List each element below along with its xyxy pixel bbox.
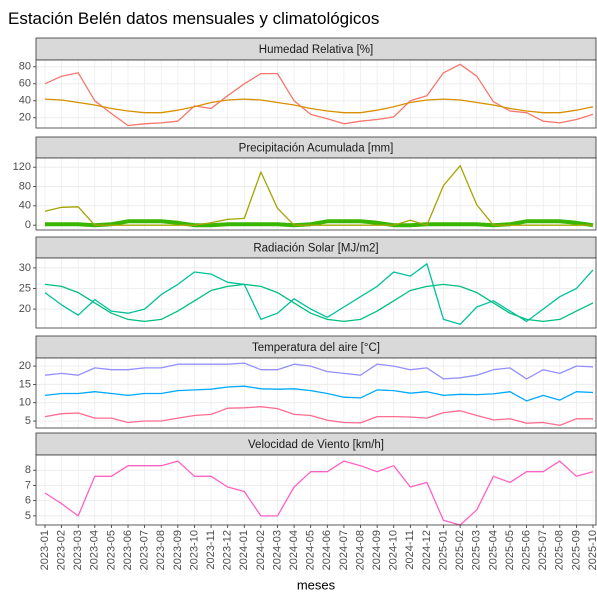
x-tick-label: 2024-10 (388, 530, 400, 570)
panel-background (36, 60, 596, 128)
panel-border (35, 357, 597, 429)
series-line (44, 362, 594, 380)
strip-label: Humedad Relativa [%] (259, 44, 373, 56)
y-tick-label: 5 (25, 510, 31, 522)
y-tick-label: 20 (19, 303, 31, 315)
x-tick-label: 2024-05 (305, 530, 317, 570)
x-tick-label: 2025-02 (454, 530, 466, 570)
panel-background (36, 455, 596, 525)
series-line (44, 98, 594, 114)
x-tick-label: 2023-10 (188, 530, 200, 570)
x-tick-label: 2023-07 (139, 530, 151, 570)
x-tick-label: 2025-04 (487, 530, 499, 570)
x-tick-label: 2025-01 (437, 530, 449, 570)
x-tick-label: 2025-03 (471, 530, 483, 570)
x-tick-label: 2024-12 (421, 530, 433, 570)
y-tick-label: 10 (19, 397, 31, 409)
panel-border (35, 157, 597, 231)
strip-label: Velocidad de Viento [km/h] (248, 439, 384, 451)
chart-title: Estación Belén datos mensuales y climato… (8, 9, 379, 28)
x-tick-label: 2024-11 (404, 530, 416, 570)
x-tick-label: 2025-05 (504, 530, 516, 570)
series-line (44, 460, 594, 526)
x-tick-label: 2023-11 (205, 530, 217, 570)
y-tick-label: 15 (19, 378, 31, 390)
y-tick-label: 0 (25, 219, 31, 231)
y-tick-label: 20 (19, 112, 31, 124)
panel-background (36, 158, 596, 230)
x-tick-label: 2023-09 (172, 530, 184, 570)
x-tick-label: 2023-08 (155, 530, 167, 570)
x-tick-label: 2023-06 (122, 530, 134, 570)
y-tick-label: 40 (19, 95, 31, 107)
y-tick-label: 25 (19, 282, 31, 294)
series-line (44, 283, 594, 323)
x-tick-label: 2023-01 (39, 530, 51, 570)
panel-border (35, 59, 597, 129)
x-tick-label: 2024-03 (271, 530, 283, 570)
x-tick-label: 2025-08 (554, 530, 566, 570)
x-axis-label: meses (297, 577, 336, 592)
panel-border (35, 257, 597, 329)
y-tick-label: 80 (19, 180, 31, 192)
y-tick-label: 5 (25, 415, 31, 427)
x-tick-label: 2023-05 (105, 530, 117, 570)
y-tick-label: 80 (19, 61, 31, 73)
series-line (44, 165, 593, 226)
x-tick-label: 2024-07 (338, 530, 350, 570)
x-tick-label: 2023-02 (56, 530, 68, 570)
x-tick-label: 2025-07 (537, 530, 549, 570)
y-tick-label: 40 (19, 200, 31, 212)
x-tick-label: 2024-01 (238, 530, 250, 570)
y-tick-label: 120 (13, 161, 31, 173)
y-tick-label: 60 (19, 78, 31, 90)
x-tick-label: 2025-06 (520, 530, 532, 570)
x-tick-label: 2025-10 (587, 530, 597, 570)
strip-label: Temperatura del aire [°C] (252, 342, 380, 354)
y-tick-label: 30 (19, 262, 31, 274)
x-tick-label: 2023-03 (72, 530, 84, 570)
y-tick-label: 6 (25, 495, 31, 507)
y-tick-label: 7 (25, 479, 31, 491)
x-tick-label: 2024-09 (371, 530, 383, 570)
strip-label: Radiación Solar [MJ/m2] (253, 243, 378, 255)
y-tick-label: 20 (19, 360, 31, 372)
strip-label: Precipitación Acumulada [mm] (239, 143, 394, 155)
panel-border (35, 454, 597, 526)
x-tick-label: 2024-06 (321, 530, 333, 570)
x-tick-label: 2024-02 (255, 530, 267, 570)
x-tick-label: 2023-04 (89, 530, 101, 570)
x-tick-label: 2025-09 (570, 530, 582, 570)
y-tick-label: 8 (25, 464, 31, 476)
series-line (44, 406, 593, 427)
x-tick-label: 2024-04 (288, 530, 300, 570)
series-line (44, 263, 594, 325)
panel-background (36, 258, 596, 328)
x-tick-label: 2023-12 (222, 530, 234, 570)
series-line (44, 385, 594, 402)
x-tick-label: 2024-08 (354, 530, 366, 570)
